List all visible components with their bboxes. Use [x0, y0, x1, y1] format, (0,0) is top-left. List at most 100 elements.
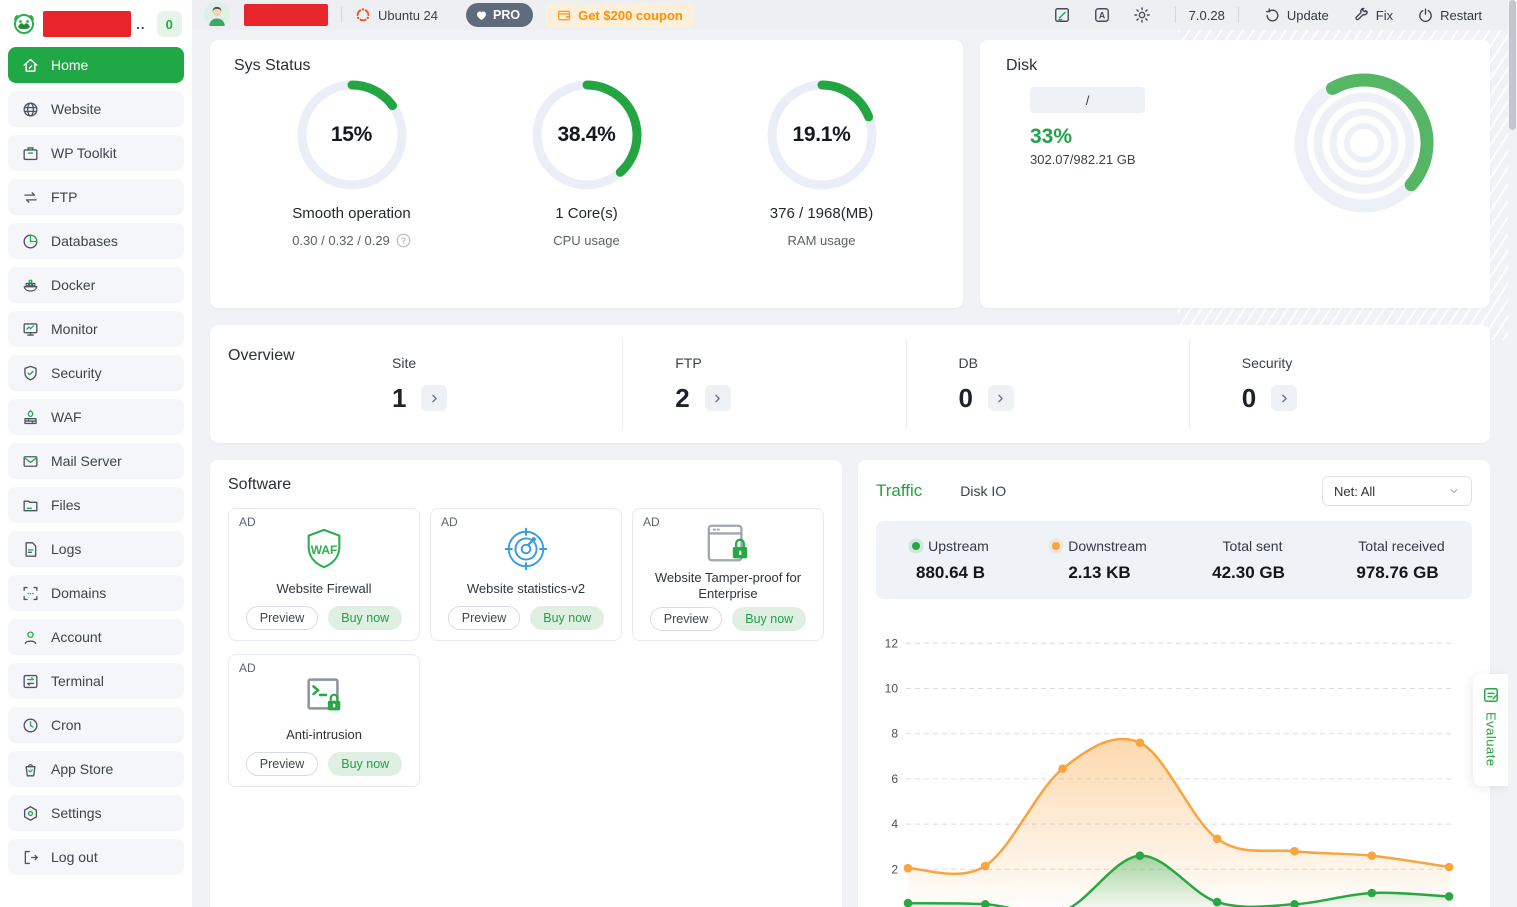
- home-icon: [21, 56, 40, 75]
- sidebar-item-databases[interactable]: Databases: [8, 223, 184, 259]
- sidebar-item-label: App Store: [51, 761, 114, 777]
- ubuntu-icon: [355, 7, 371, 23]
- disk-mount-tab[interactable]: /: [1030, 87, 1145, 113]
- total-sent-value: 42.30 GB: [1212, 562, 1285, 582]
- sidebar-item-label: Monitor: [51, 321, 98, 337]
- net-select-dropdown[interactable]: Net: All: [1322, 476, 1472, 506]
- overview-card: Overview Site 1 FTP 2 DB 0: [210, 325, 1490, 443]
- overview-security-count: 0: [1241, 382, 1257, 413]
- tab-disk-io[interactable]: Disk IO: [960, 483, 1007, 499]
- update-button[interactable]: Update: [1264, 7, 1329, 24]
- language-icon[interactable]: A: [1092, 5, 1112, 25]
- sidebar-item-wp-toolkit[interactable]: WP Toolkit: [8, 135, 184, 171]
- topbar: Ubuntu 24 PRO Get $200 coupon A 7.0.28 U…: [192, 0, 1508, 30]
- buy-now-button[interactable]: Buy now: [328, 752, 403, 776]
- sidebar-item-app-store[interactable]: App Store: [8, 751, 184, 787]
- cpu-cores-text: 1 Core(s): [555, 205, 618, 222]
- person-icon: [21, 628, 40, 647]
- software-ad-website-firewall[interactable]: AD WAF Website Firewall Preview Buy now: [228, 508, 420, 641]
- transfer-arrows-icon: [21, 188, 40, 207]
- divider: [1174, 7, 1176, 23]
- main-content: Sys Status 15% Smooth operation 0.30 / 0…: [192, 30, 1508, 907]
- site-chevron-button[interactable]: [421, 385, 448, 411]
- sidebar-item-settings[interactable]: Settings: [8, 795, 184, 831]
- db-chevron-button[interactable]: [987, 385, 1014, 411]
- cpu-gauge-block: 38.4% 1 Core(s) CPU usage: [482, 79, 692, 248]
- sidebar-item-monitor[interactable]: Monitor: [8, 311, 184, 347]
- scrollbar-thumb[interactable]: [1509, 0, 1516, 130]
- document-icon: [21, 540, 40, 559]
- overview-db: DB 0: [905, 339, 1189, 429]
- docker-ship-icon: [21, 276, 40, 295]
- user-avatar[interactable]: [204, 2, 230, 28]
- software-ad-anti-intrusion[interactable]: AD Anti-intrusion Preview Buy now: [228, 654, 420, 787]
- pro-label: PRO: [493, 8, 521, 22]
- monitor-icon: [21, 320, 40, 339]
- cpu-usage-label: CPU usage: [553, 233, 620, 248]
- overview-security: Security 0: [1188, 339, 1472, 429]
- sidebar-item-security[interactable]: Security: [8, 355, 184, 391]
- evaluate-label: Evaluate: [1483, 712, 1499, 767]
- sidebar-item-cron[interactable]: Cron: [8, 707, 184, 743]
- svg-text:10: 10: [885, 682, 899, 696]
- notification-count-badge[interactable]: 0: [156, 11, 182, 37]
- sidebar-item-log-out[interactable]: Log out: [8, 839, 184, 875]
- statistics-target-icon: [503, 520, 549, 572]
- ftp-chevron-button[interactable]: [704, 385, 731, 411]
- hostname-truncation: ..: [136, 16, 146, 32]
- evaluate-note-icon: [1484, 688, 1498, 702]
- edit-note-icon[interactable]: [1052, 5, 1072, 25]
- sidebar-item-website[interactable]: Website: [8, 91, 184, 127]
- pro-badge[interactable]: PRO: [466, 3, 534, 27]
- sidebar-item-terminal[interactable]: Terminal: [8, 663, 184, 699]
- overview-ftp-label: FTP: [675, 354, 702, 371]
- traffic-card: Traffic Disk IO Net: All Upstream 880.64…: [858, 460, 1490, 907]
- gear-hexagon-icon: [21, 804, 40, 823]
- load-average-values: 0.30 / 0.32 / 0.29: [292, 233, 390, 248]
- ad-label: AD: [239, 661, 256, 675]
- tab-traffic[interactable]: Traffic: [876, 481, 923, 500]
- restart-button[interactable]: Restart: [1417, 7, 1482, 24]
- security-chevron-button[interactable]: [1271, 385, 1298, 411]
- net-select-value: Net: All: [1334, 483, 1376, 499]
- preview-button[interactable]: Preview: [649, 606, 723, 631]
- overview-site: Site 1: [340, 339, 622, 429]
- sidebar-item-logs[interactable]: Logs: [8, 531, 184, 567]
- waf-shield-icon: WAF: [301, 520, 347, 572]
- page-scrollbar[interactable]: [1508, 0, 1517, 907]
- stat-upstream: Upstream 880.64 B: [876, 538, 1025, 583]
- sidebar-item-waf[interactable]: WAF: [8, 399, 184, 435]
- sidebar-item-ftp[interactable]: FTP: [8, 179, 184, 215]
- software-card: Software AD WAF Website Firewall Preview…: [210, 460, 842, 907]
- svg-text:WAF: WAF: [311, 543, 338, 557]
- downstream-dot: [1052, 541, 1061, 550]
- buy-now-button[interactable]: Buy now: [732, 606, 807, 631]
- sidebar-item-account[interactable]: Account: [8, 619, 184, 655]
- overview-site-count: 1: [392, 382, 407, 413]
- evaluate-tab[interactable]: Evaluate: [1473, 674, 1509, 786]
- ram-amount-text: 376 / 1968(MB): [769, 205, 874, 222]
- sidebar-item-mail-server[interactable]: Mail Server: [8, 443, 184, 479]
- help-icon[interactable]: ?: [396, 233, 411, 248]
- preview-button[interactable]: Preview: [447, 606, 521, 630]
- software-ad-website-statistics[interactable]: AD Website statistics-v2 Preview Buy now: [430, 508, 622, 641]
- sidebar-item-home[interactable]: Home: [8, 47, 184, 83]
- fix-button[interactable]: Fix: [1353, 7, 1393, 24]
- upstream-value: 880.64 B: [916, 562, 985, 582]
- redacted-username: [244, 4, 328, 26]
- overview-site-label: Site: [392, 354, 417, 371]
- sidebar-item-files[interactable]: Files: [8, 487, 184, 523]
- software-ad-tamper-proof[interactable]: AD Website Tamper-proof for Enterprise P…: [632, 508, 824, 641]
- buy-now-button[interactable]: Buy now: [530, 606, 605, 630]
- redacted-hostname: [43, 11, 132, 37]
- buy-now-button[interactable]: Buy now: [328, 606, 403, 630]
- preview-button[interactable]: Preview: [245, 606, 319, 630]
- sidebar-item-docker[interactable]: Docker: [8, 267, 184, 303]
- overview-db-count: 0: [958, 382, 973, 413]
- theme-sun-icon[interactable]: [1132, 5, 1152, 25]
- sidebar-item-label: Logs: [51, 541, 82, 557]
- preview-button[interactable]: Preview: [245, 752, 319, 776]
- sidebar-item-domains[interactable]: Domains: [8, 575, 184, 611]
- coupon-button[interactable]: Get $200 coupon: [546, 3, 694, 27]
- stat-label: Total sent: [1222, 537, 1283, 554]
